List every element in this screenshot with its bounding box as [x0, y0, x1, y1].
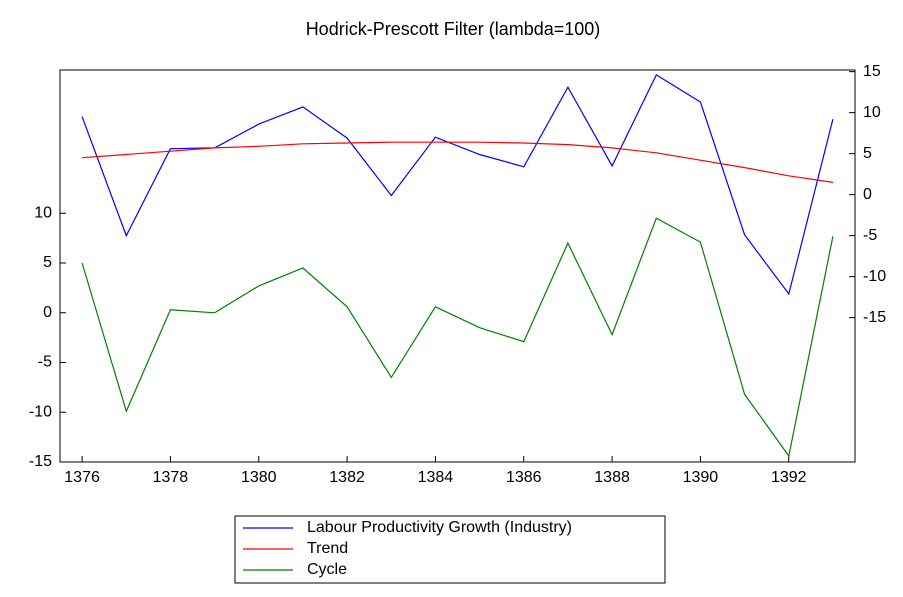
- legend-label: Trend: [307, 540, 348, 557]
- x-tick-label: 1388: [594, 469, 630, 486]
- legend-label: Cycle: [307, 561, 347, 578]
- x-tick-label: 1378: [153, 469, 189, 486]
- y2-tick-label: 10: [863, 104, 881, 121]
- plot-frame: [59, 69, 856, 463]
- y-tick-label: -15: [29, 453, 52, 470]
- y2-tick-label: -5: [863, 227, 877, 244]
- y-tick-label: -5: [38, 354, 52, 371]
- y-tick-label: 10: [34, 204, 52, 221]
- y-tick-label: 0: [43, 304, 52, 321]
- y2-tick-label: 0: [863, 186, 872, 203]
- y2-tick-label: 15: [863, 63, 881, 80]
- x-tick-label: 1390: [683, 469, 719, 486]
- series-line: [81, 217, 834, 458]
- x-tick-label: 1392: [771, 469, 807, 486]
- y-tick-label: 5: [43, 254, 52, 271]
- y2-tick-label: 5: [863, 145, 872, 162]
- y2-tick-label: -15: [863, 309, 886, 326]
- y-tick-label: -10: [29, 403, 52, 420]
- series-line: [81, 74, 834, 296]
- x-tick-label: 1382: [329, 469, 365, 486]
- chart-title: Hodrick-Prescott Filter (lambda=100): [306, 19, 601, 39]
- legend-box: [234, 515, 666, 584]
- legend-label: Labour Productivity Growth (Industry): [307, 519, 572, 536]
- x-tick-label: 1376: [64, 469, 100, 486]
- x-tick-label: 1386: [506, 469, 542, 486]
- series-line: [82, 141, 833, 183]
- y2-tick-label: -10: [863, 268, 886, 285]
- x-tick-label: 1380: [241, 469, 277, 486]
- x-tick-label: 1384: [418, 469, 454, 486]
